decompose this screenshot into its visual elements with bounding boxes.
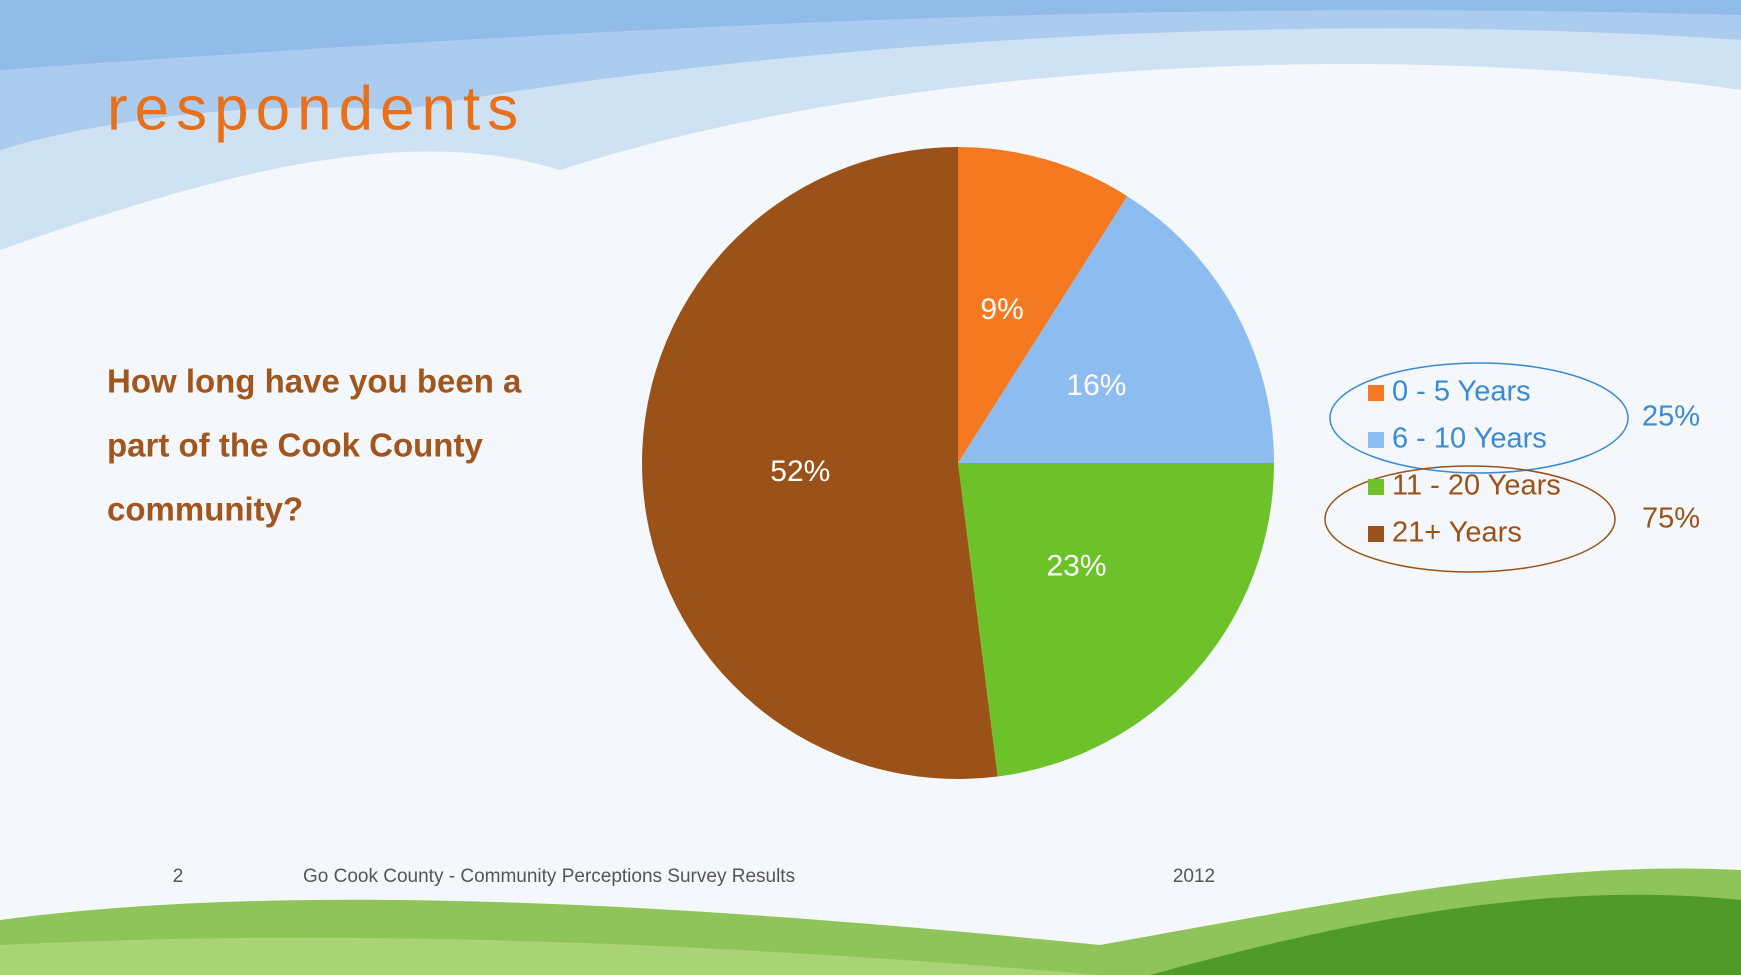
slide-title: respondents [107, 74, 525, 143]
pie-slice [958, 463, 1274, 777]
legend-swatch [1368, 479, 1384, 495]
legend-swatch [1368, 385, 1384, 401]
legend-label: 21+ Years [1392, 517, 1522, 549]
legend-label: 0 - 5 Years [1392, 376, 1531, 408]
data-label: 23% [1046, 549, 1106, 582]
group-ellipse [1324, 465, 1616, 573]
footer-text: Go Cook County - Community Perceptions S… [303, 866, 795, 887]
data-label: 9% [980, 293, 1023, 326]
legend-label: 6 - 10 Years [1392, 423, 1547, 455]
legend-label: 11 - 20 Years [1392, 470, 1561, 502]
group-annotation: 25% [1642, 401, 1700, 433]
pie-slice [958, 196, 1274, 463]
bottom-hill [1150, 894, 1741, 975]
group-annotation: 75% [1642, 503, 1700, 535]
pie-slice [958, 147, 1128, 463]
data-label: 16% [1066, 369, 1126, 402]
group-ellipse [1329, 362, 1629, 474]
question-line: How long have you been a [107, 363, 522, 400]
footer-year: 2012 [1173, 866, 1215, 887]
legend-swatch [1368, 526, 1384, 542]
bottom-hill [0, 937, 1100, 975]
top-wave [0, 0, 1741, 70]
pie-slice [642, 147, 998, 779]
legend-swatch [1368, 432, 1384, 448]
question-line: community? [107, 491, 303, 528]
page-number: 2 [173, 866, 184, 887]
data-label: 52% [770, 455, 830, 488]
question-line: part of the Cook County [107, 427, 483, 464]
